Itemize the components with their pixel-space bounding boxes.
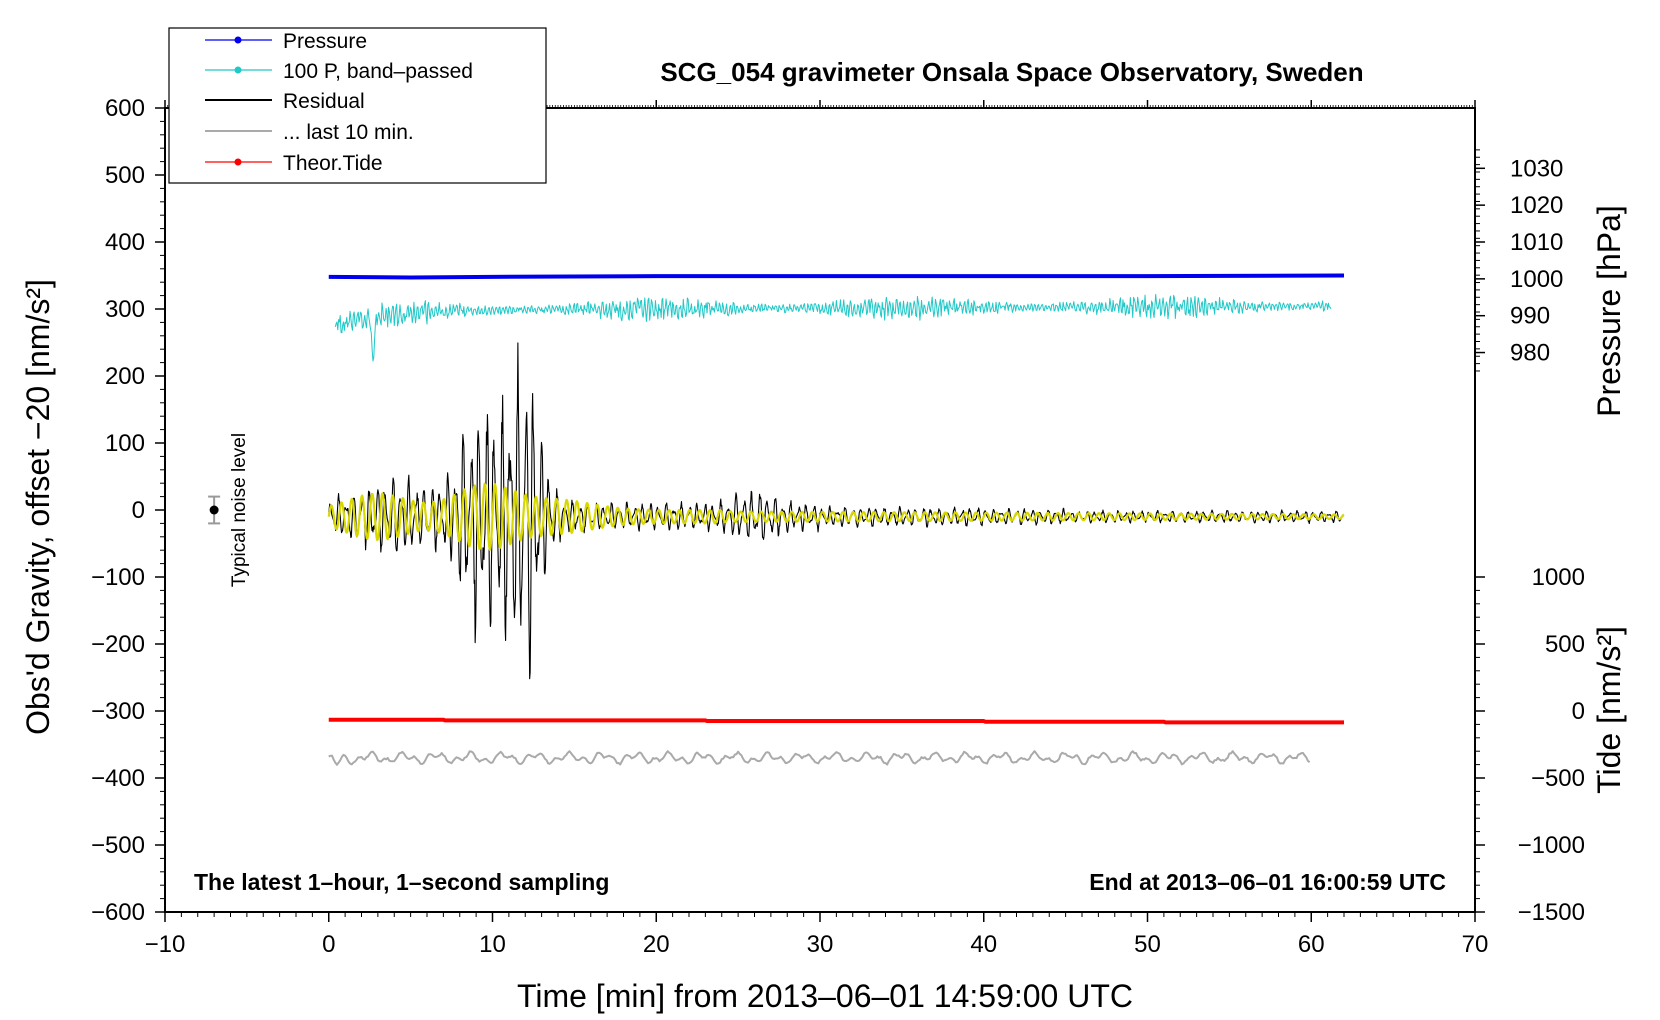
legend-bandpass-marker	[234, 66, 242, 74]
pressure-tick-label: 1020	[1510, 192, 1563, 219]
legend-entry-residual: Residual	[283, 90, 365, 113]
legend-tide-marker	[234, 158, 242, 166]
y-tick-label-left: 500	[105, 162, 145, 189]
noise-level-label: Typical noise level	[229, 433, 250, 587]
x-tick-label: 60	[1298, 931, 1325, 958]
noise-level-point	[209, 505, 219, 515]
x-tick-label: 20	[643, 931, 670, 958]
y-tick-label-left: 0	[132, 497, 145, 524]
tide-tick-label: −1000	[1518, 832, 1585, 859]
legend-entry-tide: Theor.Tide	[283, 152, 383, 175]
x-tick-label: 10	[479, 931, 506, 958]
legend-entry-pressure: Pressure	[283, 30, 367, 53]
legend-entry-bandpass: 100 P, band–passed	[283, 60, 473, 83]
series-pressure	[328, 273, 1345, 280]
y-tick-label-left: 200	[105, 363, 145, 390]
chart-title: SCG_054 gravimeter Onsala Space Observat…	[660, 57, 1363, 87]
legend-pressure-marker	[234, 36, 242, 44]
pressure-tick-label: 1010	[1510, 229, 1563, 256]
y-tick-label-left: −300	[91, 698, 145, 725]
legend: Pressure 100 P, band–passed Residual ...…	[168, 27, 547, 184]
x-tick-label: 30	[807, 931, 834, 958]
series-bandpassed-pressure	[334, 293, 1332, 362]
pressure-tick-label: 1000	[1510, 266, 1563, 293]
plot-frame	[164, 107, 1476, 913]
y-tick-label-left: −200	[91, 631, 145, 658]
x-tick-label: 70	[1462, 931, 1489, 958]
y-tick-label-left: −400	[91, 765, 145, 792]
series-layer	[327, 273, 1345, 766]
y-axis-title-left: Obs'd Gravity, offset −20 [nm/s²]	[20, 279, 56, 735]
y-tick-label-left: 600	[105, 95, 145, 122]
y-tick-label-left: 400	[105, 229, 145, 256]
tick-labels: −10 0 10 20 30 40 50 60 706005004003002001000−10…	[91, 95, 1585, 958]
annotation-bottom-left: The latest 1–hour, 1–second sampling	[194, 869, 609, 895]
tide-tick-label: 500	[1545, 631, 1585, 658]
pressure-tick-label: 990	[1510, 303, 1550, 330]
tide-tick-label: 1000	[1532, 564, 1585, 591]
y-tick-label-left: −100	[91, 564, 145, 591]
y-tick-label-left: 300	[105, 296, 145, 323]
pressure-tick-label: 980	[1510, 340, 1550, 367]
legend-entry-last10: ... last 10 min.	[283, 121, 414, 144]
series-long-period	[327, 482, 1345, 551]
y-axis-title-tide: Tide [nm/s²]	[1591, 626, 1627, 794]
noise-level-marker	[208, 495, 221, 525]
series-residual	[328, 342, 1345, 680]
x-tick-label: −10	[145, 931, 186, 958]
y-tick-label-left: 100	[105, 430, 145, 457]
tide-tick-label: −1500	[1518, 899, 1585, 926]
series-last-10-min	[328, 750, 1311, 766]
series-theoretical-tide	[328, 717, 1344, 725]
x-tick-label: 40	[970, 931, 997, 958]
y-tick-label-left: −500	[91, 832, 145, 859]
y-tick-label-left: −600	[91, 899, 145, 926]
x-tick-label: 50	[1134, 931, 1161, 958]
y-axis-title-pressure: Pressure [hPa]	[1591, 205, 1627, 417]
legend-box	[168, 27, 547, 184]
x-tick-label: 0	[322, 931, 335, 958]
x-axis-title: Time [min] from 2013–06–01 14:59:00 UTC	[517, 978, 1133, 1014]
tide-tick-label: 0	[1572, 698, 1585, 725]
pressure-tick-label: 1030	[1510, 155, 1563, 182]
annotation-bottom-right: End at 2013–06–01 16:00:59 UTC	[1089, 869, 1446, 895]
tide-tick-label: −500	[1531, 765, 1585, 792]
